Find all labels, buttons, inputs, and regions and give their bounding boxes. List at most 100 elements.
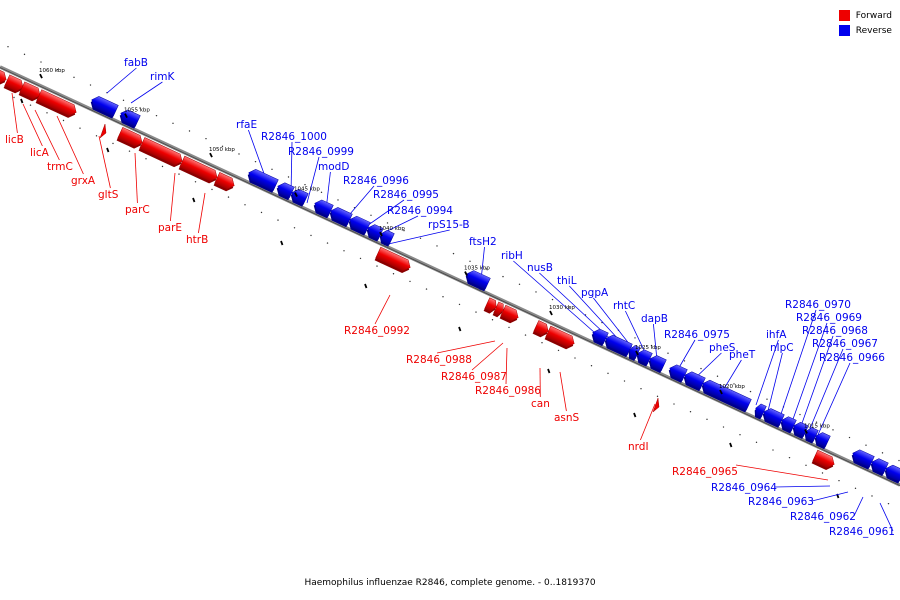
gene-body [91, 96, 119, 117]
gene-body [500, 304, 519, 322]
reverse-gene [636, 349, 653, 367]
gene-label-r2846-0964: R2846_0964 [711, 482, 777, 494]
reverse-gene [870, 458, 889, 477]
gene-body [349, 215, 371, 234]
reverse-leader-line [800, 335, 834, 427]
gene-label-dapb: dapB [641, 313, 668, 325]
kbp-major-tick [464, 271, 468, 276]
tick-dot [155, 114, 158, 117]
reverse-leader-line [853, 496, 864, 517]
kbp-major-tick [804, 429, 808, 434]
gene-body [545, 325, 575, 348]
forward-leader-line [505, 347, 508, 385]
gene-body [793, 421, 809, 438]
forward-swatch [838, 10, 850, 21]
tick-dot [227, 196, 230, 198]
tick-dot [733, 383, 735, 385]
tick-dot [254, 160, 257, 163]
forward-leader-line [134, 152, 138, 204]
tick-dot [739, 433, 741, 436]
reverse-leader-line [791, 322, 828, 423]
tick-dot [871, 495, 873, 497]
reverse-leader-line [106, 67, 137, 94]
kbp-label: 1060 kbp [39, 68, 65, 74]
tick-dot [667, 352, 669, 354]
gene-label-r2846-0996: R2846_0996 [343, 175, 409, 187]
forward-leader-line [56, 115, 84, 175]
gene-label-nlpc: nlpC [770, 342, 794, 354]
kbp-major-tick [379, 231, 383, 237]
tick-dot [683, 360, 686, 362]
tick-dot [832, 429, 834, 431]
tick-dot [40, 61, 42, 63]
tick-dot [343, 250, 345, 252]
forward-gene [178, 155, 218, 184]
tick-dot [673, 403, 675, 405]
gene-label-r2846-0999: R2846_0999 [288, 146, 354, 158]
tick-dot [425, 288, 428, 290]
tick-dot [73, 76, 75, 79]
tick-dot [535, 291, 537, 293]
reverse-swatch [838, 25, 850, 36]
tick-dot [491, 319, 494, 321]
gene-label-nrdi: nrdI [628, 441, 649, 453]
genome-backbone-edge [0, 67, 900, 486]
forward-leader-line [374, 294, 391, 325]
reverse-gene [754, 403, 767, 420]
gene-label-r2846-0969: R2846_0969 [796, 312, 862, 324]
tick-dot [392, 273, 395, 275]
tick-dot [287, 176, 290, 178]
gene-label-pare: parE [158, 222, 182, 234]
gene-body [4, 74, 24, 92]
tick-dot [541, 342, 543, 344]
legend-reverse-label: Reverse [855, 25, 892, 36]
gene-label-ribh: ribH [501, 250, 523, 262]
tick-dot [79, 127, 81, 129]
tick-dot [172, 122, 174, 125]
gene-label-rfae: rfaE [236, 119, 257, 131]
gene-body [466, 270, 491, 290]
gene-body [248, 169, 279, 191]
gene-label-glts: gltS [98, 189, 119, 201]
forward-gene [532, 320, 549, 338]
tick-dot [865, 444, 867, 446]
kbp-label: 1030 kbp [549, 305, 575, 311]
gene-body [871, 458, 889, 475]
tick-dot [749, 390, 752, 393]
tick-dot [145, 158, 147, 160]
reverse-gene [780, 416, 797, 434]
tick-dot [46, 112, 48, 114]
tick-dot [304, 183, 306, 186]
reverse-gene [591, 328, 609, 347]
gene-label-r2846-0967: R2846_0967 [812, 338, 878, 350]
gene-label-phet: pheT [729, 349, 756, 361]
tick-dot [524, 334, 527, 336]
tick-dot [640, 388, 642, 390]
reverse-gene [683, 371, 706, 392]
tick-dot [23, 53, 26, 56]
kbp-label: 1045 kbp [294, 187, 320, 193]
reverse-leader-line [290, 141, 293, 195]
forward-gene [499, 304, 519, 324]
kbp-label: 1055 kbp [124, 108, 150, 114]
tick-dot [469, 260, 471, 262]
gene-label-r2846-0992: R2846_0992 [344, 325, 410, 337]
tick-dot [475, 311, 477, 313]
legend-forward: Forward [838, 8, 892, 23]
gene-label-r2846-0988: R2846_0988 [406, 354, 472, 366]
minor-dash [192, 197, 196, 203]
tick-dot [898, 459, 900, 462]
reverse-leader-line [306, 156, 320, 204]
gene-label-r2846-0987: R2846_0987 [441, 371, 507, 383]
tick-dot [221, 145, 224, 148]
minor-dash [729, 442, 733, 448]
forward-leader-line [198, 192, 206, 234]
tick-dot [887, 502, 890, 505]
gene-body [637, 349, 653, 365]
tick-dot [838, 479, 840, 482]
reverse-gene [792, 421, 809, 440]
forward-gene [3, 74, 24, 94]
gene-label-pgpa: pgpA [581, 287, 609, 299]
tick-dot [178, 173, 180, 175]
